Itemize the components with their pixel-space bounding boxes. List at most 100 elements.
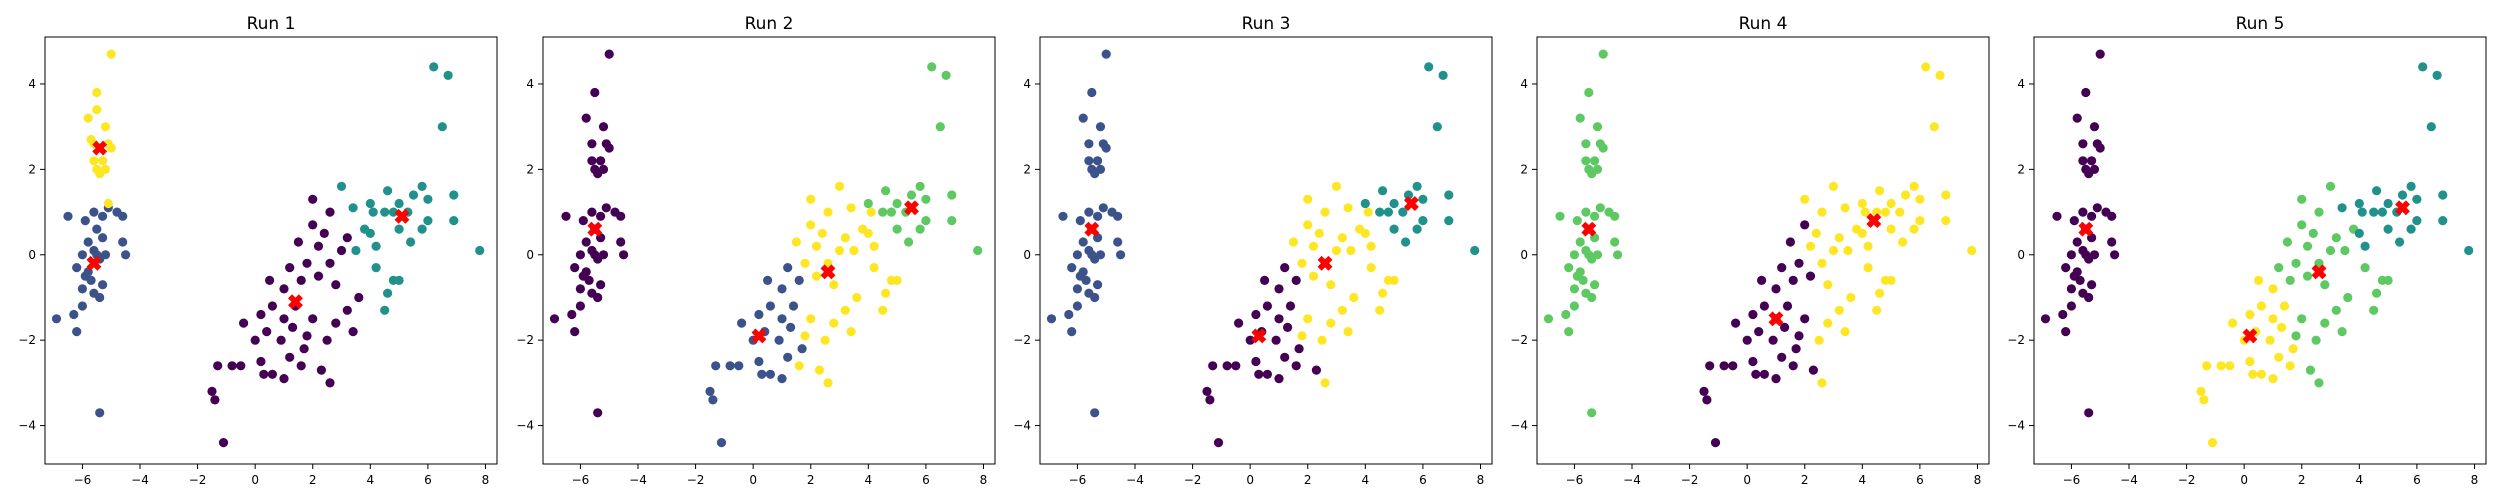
data-point bbox=[2245, 356, 2255, 367]
data-point bbox=[106, 143, 116, 153]
data-point bbox=[1794, 258, 1804, 268]
data-point bbox=[1090, 292, 1100, 303]
data-point bbox=[1337, 305, 1347, 315]
data-point bbox=[1360, 198, 1370, 209]
data-point bbox=[371, 241, 381, 251]
data-point bbox=[814, 365, 825, 375]
data-point bbox=[394, 224, 404, 234]
data-point bbox=[783, 352, 793, 362]
data-point bbox=[1383, 207, 1393, 217]
data-point bbox=[325, 207, 335, 217]
data-point bbox=[2325, 181, 2336, 191]
data-point bbox=[313, 241, 324, 251]
x-tick-label: 6 bbox=[2413, 473, 2421, 487]
data-point bbox=[2081, 250, 2091, 260]
x-tick-label: 0 bbox=[2240, 473, 2248, 487]
data-point bbox=[2228, 318, 2238, 328]
x-tick-label: −2 bbox=[687, 473, 705, 487]
data-point bbox=[1098, 203, 1108, 213]
data-point bbox=[1590, 156, 1600, 166]
data-point bbox=[596, 211, 606, 221]
data-point bbox=[449, 190, 459, 200]
data-point bbox=[1403, 190, 1414, 200]
data-point bbox=[2040, 314, 2051, 324]
x-tick-label: 2 bbox=[1304, 473, 1312, 487]
data-point bbox=[1875, 288, 1885, 298]
data-point bbox=[1291, 361, 1301, 371]
data-point bbox=[820, 335, 830, 345]
data-point bbox=[1788, 275, 1798, 285]
axes-frame bbox=[44, 36, 498, 465]
x-tick-label: 6 bbox=[424, 473, 432, 487]
data-point bbox=[69, 309, 79, 320]
data-point bbox=[121, 250, 131, 260]
data-point bbox=[1785, 237, 1795, 247]
data-point bbox=[598, 122, 609, 132]
data-point bbox=[2087, 280, 2097, 290]
data-point bbox=[1308, 271, 1319, 281]
data-point bbox=[1444, 216, 1454, 226]
data-point bbox=[2274, 263, 2284, 273]
data-point bbox=[1113, 237, 1123, 247]
data-point bbox=[2254, 275, 2264, 285]
data-point bbox=[1561, 309, 1571, 320]
data-point bbox=[2291, 331, 2301, 341]
y-tick-label: 0 bbox=[28, 248, 36, 262]
x-tick-label: 8 bbox=[1477, 473, 1485, 487]
data-point bbox=[98, 211, 108, 221]
data-point bbox=[1234, 318, 1244, 328]
data-point bbox=[2268, 374, 2278, 384]
centroid-marker bbox=[904, 200, 919, 216]
data-point bbox=[1834, 233, 1844, 243]
data-point bbox=[2343, 292, 2353, 303]
data-point bbox=[604, 143, 614, 153]
data-point bbox=[2075, 275, 2085, 285]
data-point bbox=[1363, 207, 1373, 217]
data-point bbox=[823, 378, 833, 388]
data-point bbox=[1857, 198, 1867, 209]
data-point bbox=[1046, 314, 1057, 324]
data-point bbox=[935, 122, 945, 132]
data-point bbox=[72, 263, 82, 273]
y-tick-label: 4 bbox=[526, 77, 534, 91]
data-point bbox=[2072, 237, 2082, 247]
x-tick-label: 0 bbox=[251, 473, 259, 487]
data-point bbox=[806, 220, 816, 230]
y-tick-label: 4 bbox=[1023, 77, 1031, 91]
x-tick-label: 4 bbox=[2356, 473, 2364, 487]
data-point bbox=[1090, 169, 1100, 179]
data-point bbox=[1084, 207, 1094, 217]
data-point bbox=[1260, 275, 1270, 285]
data-point bbox=[570, 263, 580, 273]
data-point bbox=[1087, 250, 1097, 260]
data-point bbox=[2438, 216, 2448, 226]
data-point bbox=[1581, 207, 1591, 217]
data-point bbox=[2107, 211, 2117, 221]
data-point bbox=[2320, 280, 2330, 290]
data-point bbox=[1941, 190, 1951, 200]
data-point bbox=[1418, 216, 1428, 226]
data-point bbox=[1777, 352, 1787, 362]
data-point bbox=[1543, 314, 1554, 324]
data-point bbox=[1389, 198, 1399, 209]
centroid-marker bbox=[2311, 264, 2327, 280]
centroid-marker bbox=[2395, 200, 2410, 216]
data-point bbox=[619, 250, 629, 260]
data-point bbox=[1090, 408, 1100, 418]
data-point bbox=[83, 237, 93, 247]
data-point bbox=[1274, 374, 1284, 384]
data-point bbox=[1303, 194, 1313, 204]
data-point bbox=[1555, 211, 1565, 221]
data-point bbox=[1610, 237, 1620, 247]
data-point bbox=[2089, 122, 2100, 132]
data-point bbox=[2256, 301, 2266, 311]
data-point bbox=[1863, 263, 1873, 273]
y-tick-label: 0 bbox=[1023, 248, 1031, 262]
data-point bbox=[2207, 438, 2218, 448]
data-point bbox=[581, 267, 591, 277]
data-point bbox=[1613, 250, 1623, 260]
y-tick-label: 4 bbox=[1520, 77, 1528, 91]
data-point bbox=[1245, 335, 1255, 345]
data-point bbox=[95, 169, 105, 179]
data-point bbox=[1072, 301, 1082, 311]
